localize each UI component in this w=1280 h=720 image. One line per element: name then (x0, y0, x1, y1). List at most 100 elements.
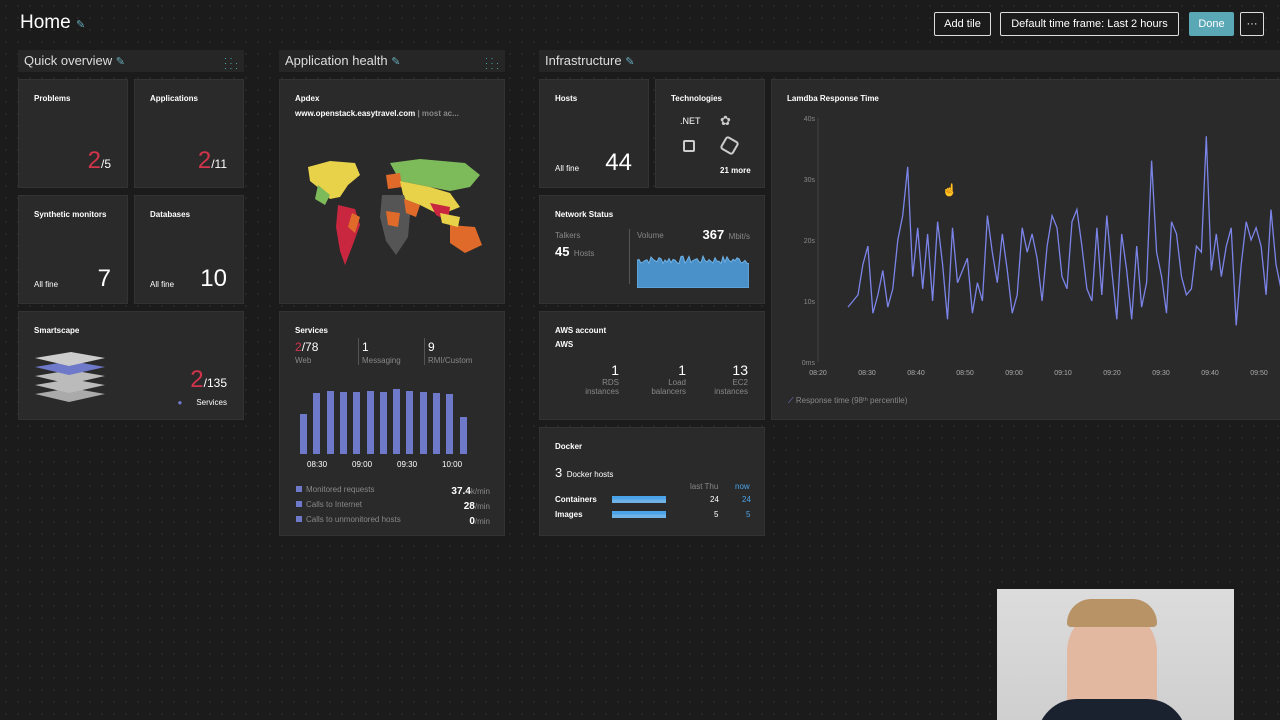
drag-grid-icon[interactable]: · · · · · · · · (224, 53, 238, 73)
applications-count: 2 (197, 147, 212, 174)
tile-title: Smartscape (34, 326, 80, 335)
y-tick-label: 30s (804, 177, 816, 184)
apdex-tile[interactable]: Apdex www.openstack.easytravel.com | mos… (279, 79, 505, 304)
more-technologies-link[interactable]: 21 more (720, 166, 751, 175)
now-label: now (735, 482, 750, 491)
metric-unit: /min (474, 516, 490, 526)
synthetic-monitors-tile[interactable]: Synthetic monitors All fine 7 (18, 195, 128, 304)
bar-chart-icon (296, 486, 302, 492)
problems-tile[interactable]: Problems 2/5 (18, 79, 128, 188)
services-bar (393, 389, 401, 454)
aws-load-balancers: 1 Load balancers (651, 362, 686, 396)
edit-pencil-icon[interactable]: ✎ (75, 19, 86, 31)
add-tile-button[interactable]: Add tile (934, 12, 991, 36)
metric-value: 37.4 (451, 485, 471, 497)
talkers-label: Talkers (555, 231, 581, 240)
services-bar (353, 392, 361, 454)
services-bar (419, 392, 427, 454)
databases-tile[interactable]: Databases All fine 10 (134, 195, 244, 304)
docker-row-label: Images (555, 510, 583, 519)
docker-tile[interactable]: Docker 3 Docker hosts last Thu now Conta… (539, 427, 765, 536)
aws-label: EC2 (732, 378, 748, 387)
edit-pencil-icon[interactable]: ✎ (625, 56, 635, 68)
x-tick-label: 08:50 (956, 370, 974, 377)
services-bar (326, 391, 334, 454)
web-services-total: /78 (301, 340, 319, 354)
volume-value: 367 (702, 227, 725, 242)
lambda-response-time-tile[interactable]: Lamdba Response Time 0ms 10s 20s 30s 40s 08:2… (771, 79, 1280, 420)
done-button[interactable]: Done (1189, 12, 1234, 36)
edit-pencil-icon[interactable]: ✎ (115, 56, 125, 68)
technologies-tile[interactable]: Technologies .NET ✿ 21 more (655, 79, 765, 188)
x-tick-label: 09:00 (1005, 370, 1023, 377)
services-bar (459, 416, 467, 454)
messaging-label: Messaging (362, 356, 401, 365)
services-label: Services (196, 398, 227, 407)
volume-unit: Mbit/s (728, 232, 750, 241)
services-metrics: Monitored requests 37.4k/min Calls to Int… (296, 482, 490, 527)
nodejs-icon (719, 135, 740, 156)
bar-chart-icon (296, 501, 302, 507)
hosts-count: 44 (605, 149, 632, 176)
docker-last-value: 5 (714, 510, 719, 519)
aws-label: instances (585, 387, 619, 396)
world-map (308, 159, 482, 265)
edit-pencil-icon[interactable]: ✎ (391, 56, 401, 68)
aws-label: balancers (651, 387, 686, 396)
rmi-count: 9 (428, 340, 435, 354)
docker-hosts-count: 3 (555, 465, 563, 480)
services-tile[interactable]: Services 2/78 Web 1 Messaging 9 RMI/Custom … (279, 311, 505, 536)
aws-account-tile[interactable]: AWS account AWS 1 RDS instances 1 Load balan… (539, 311, 765, 420)
time-tick: 10:00 (442, 460, 463, 469)
apdex-app-name: www.openstack.easytravel.com (295, 109, 416, 118)
web-services-count: 2 (295, 340, 302, 354)
smartscape-tile[interactable]: Smartscape 2/135 ● Services (18, 311, 244, 420)
chart-legend: ⟋ Response time (98ᵗʰ percentile) (788, 396, 907, 406)
smartscape-layers-icon (35, 352, 105, 402)
metric-row: Calls to unmonitored hosts 0/min (296, 512, 490, 527)
services-bar (379, 392, 387, 454)
last-label: last Thu (690, 482, 719, 491)
status-text: All fine (555, 164, 580, 173)
services-bar-chart (298, 382, 478, 454)
tile-title: Problems (34, 94, 71, 103)
web-label: Web (295, 356, 312, 365)
docker-hosts-label: Docker hosts (566, 470, 614, 479)
metric-row: Monitored requests 37.4k/min (296, 482, 490, 497)
services-bar (446, 394, 454, 454)
x-tick-label: 09:50 (1250, 370, 1268, 377)
hosts-tile[interactable]: Hosts All fine 44 (539, 79, 649, 188)
time-tick: 09:00 (352, 460, 373, 469)
services-bar (300, 414, 307, 454)
y-tick-label: 20s (804, 238, 816, 245)
applications-tile[interactable]: Applications 2/11 (134, 79, 244, 188)
services-count: 2 (190, 366, 204, 393)
metric-label: Calls to unmonitored hosts (306, 515, 401, 524)
response-time-line (847, 136, 1280, 326)
aws-account-name: AWS (555, 340, 574, 349)
services-total: /135 (203, 376, 227, 390)
synthetic-count: 7 (97, 265, 111, 292)
tile-title: Network Status (555, 210, 614, 219)
presenter-hair (1067, 599, 1157, 627)
docker-last-value: 24 (710, 495, 719, 504)
x-tick-label: 09:30 (1152, 370, 1170, 377)
divider (629, 229, 630, 284)
network-status-tile[interactable]: Network Status Talkers 45 Hosts Volume 3… (539, 195, 765, 304)
tile-title: Databases (150, 210, 191, 219)
metric-label: Monitored requests (306, 485, 375, 494)
docker-now-value: 24 (742, 495, 751, 504)
apache-feather-icon: ✿ (720, 113, 731, 128)
hosts-label: Hosts (573, 249, 595, 258)
services-bar (433, 392, 440, 454)
applications-total: /11 (211, 157, 227, 171)
more-menu-button[interactable]: ··· (1240, 12, 1264, 36)
aws-label: instances (714, 387, 748, 396)
databases-count: 10 (200, 265, 227, 292)
drag-grid-icon[interactable]: · · · · · · · · (485, 53, 499, 73)
rmi-label: RMI/Custom (428, 356, 473, 365)
x-tick-label: 09:20 (1103, 370, 1121, 377)
timeframe-button[interactable]: Default time frame: Last 2 hours (1000, 12, 1179, 36)
aws-ec2: 13 EC2 instances (713, 362, 748, 396)
services-bar (313, 392, 321, 454)
